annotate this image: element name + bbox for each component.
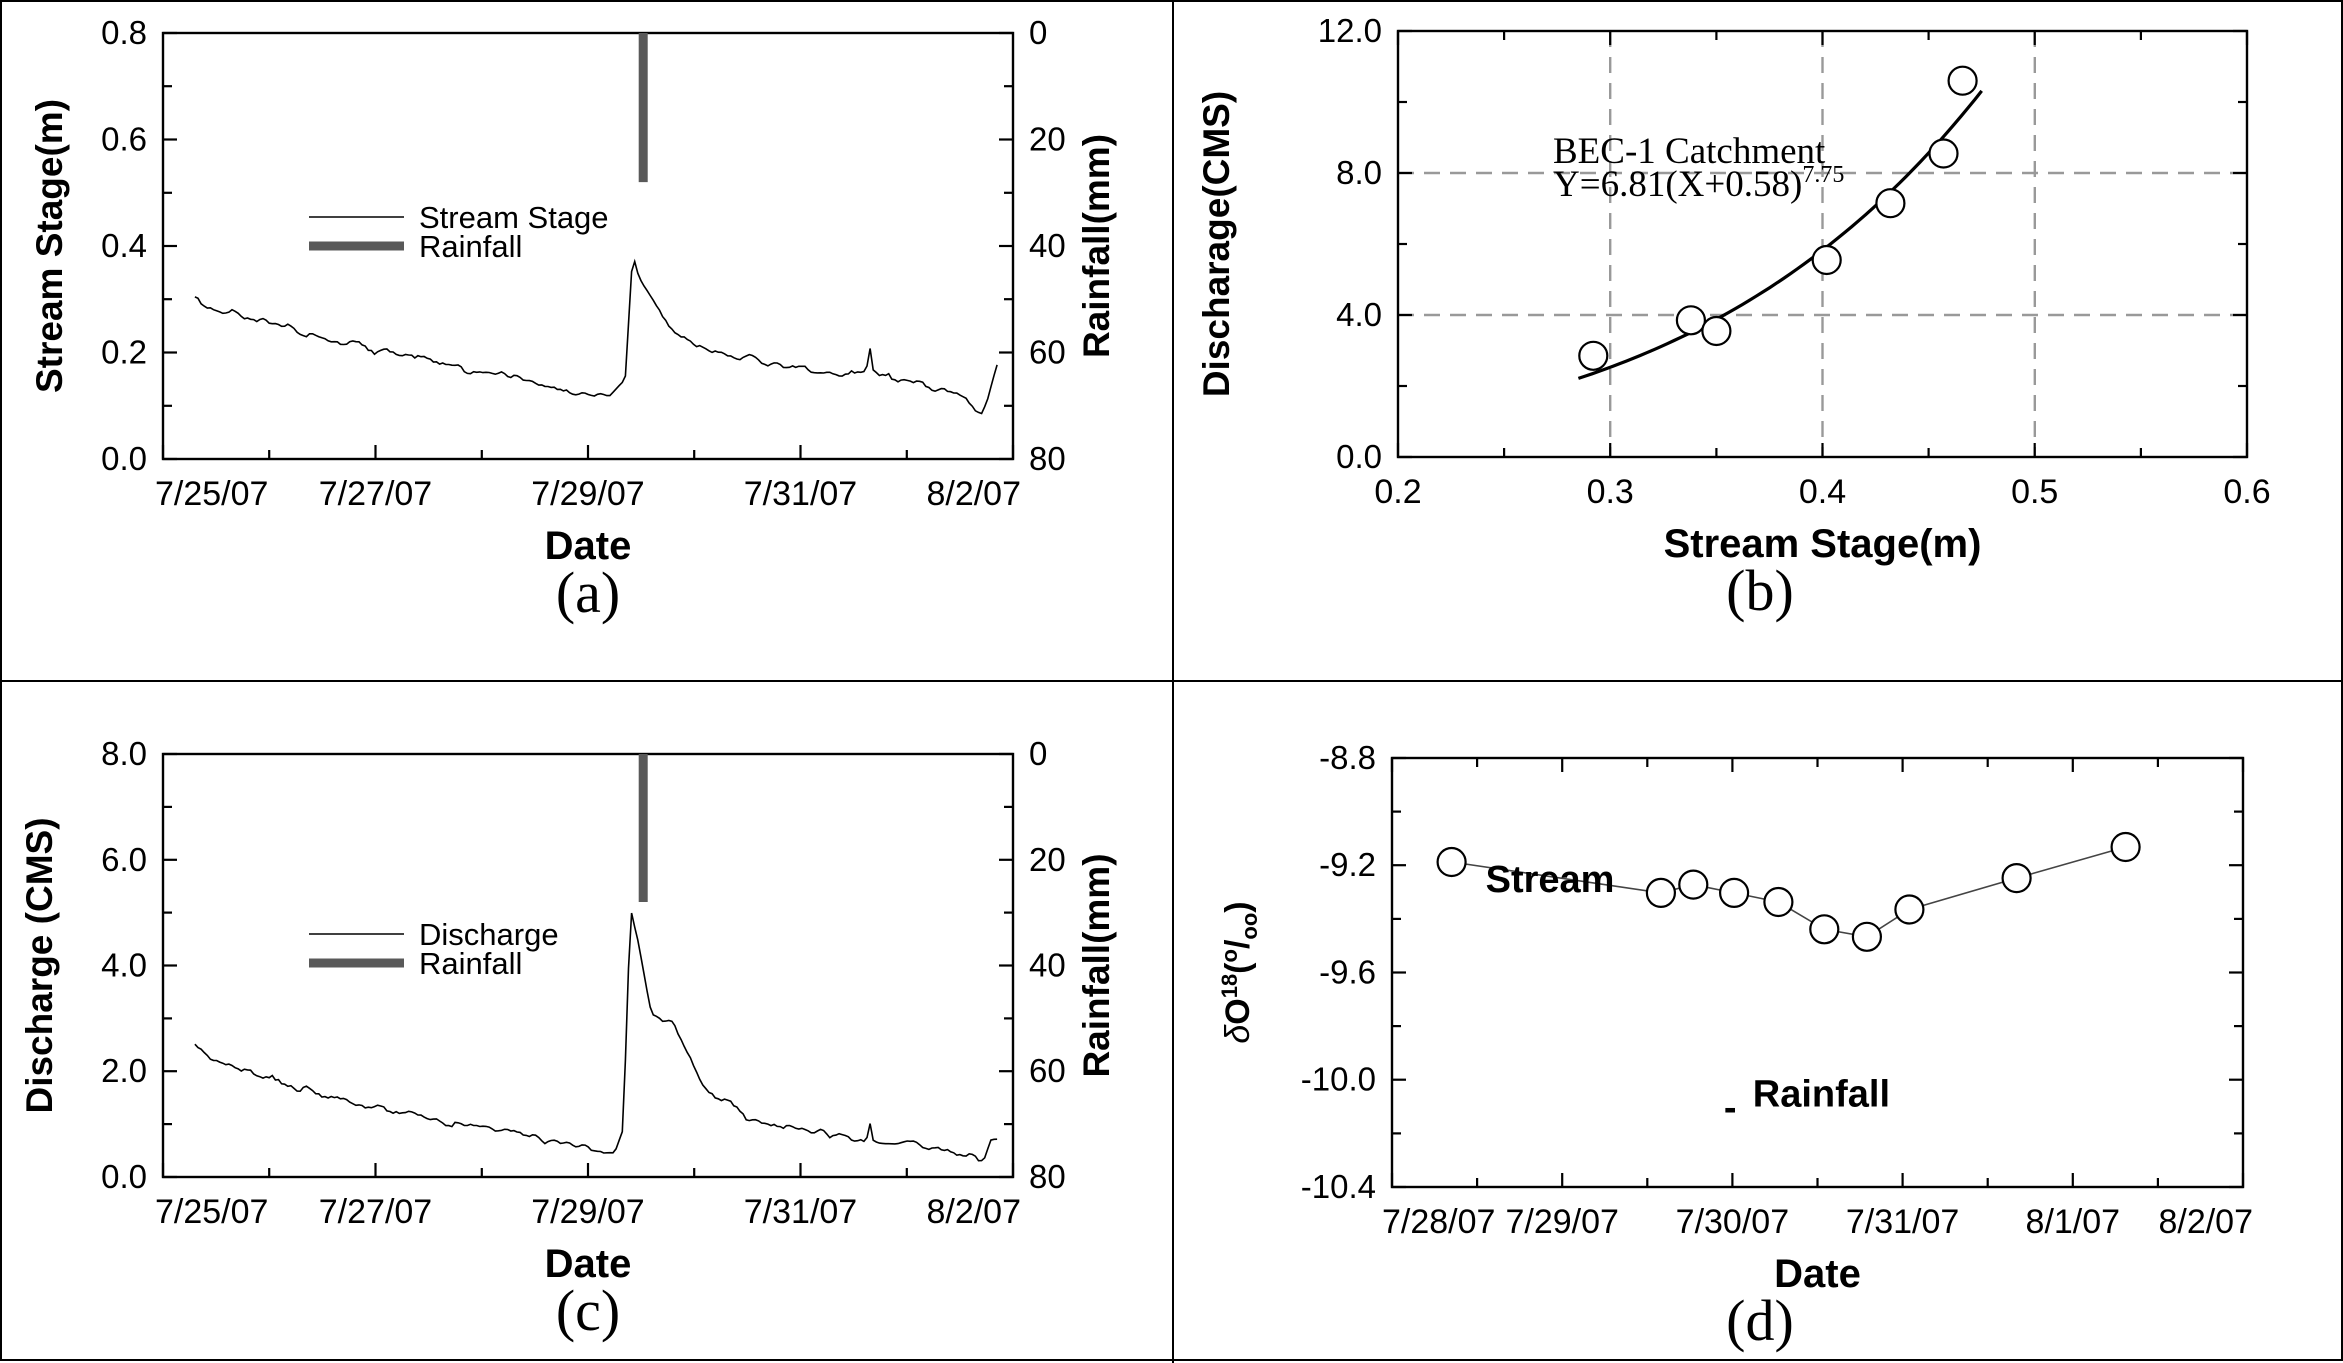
svg-text:7/25/07: 7/25/07 bbox=[155, 475, 268, 513]
svg-text:(b): (b) bbox=[1726, 558, 1794, 623]
svg-text:4.0: 4.0 bbox=[101, 947, 147, 984]
svg-text:6.0: 6.0 bbox=[101, 841, 147, 878]
svg-text:-8.8: -8.8 bbox=[1319, 739, 1376, 776]
svg-text:2.0: 2.0 bbox=[101, 1052, 147, 1089]
svg-text:(d): (d) bbox=[1726, 1288, 1794, 1353]
svg-text:0.0: 0.0 bbox=[1336, 438, 1382, 475]
svg-text:7/27/07: 7/27/07 bbox=[319, 1193, 432, 1231]
svg-text:Rainfall: Rainfall bbox=[419, 946, 522, 981]
svg-text:7/29/07: 7/29/07 bbox=[531, 475, 644, 513]
svg-text:60: 60 bbox=[1029, 334, 1066, 371]
svg-text:Rainfall(mm): Rainfall(mm) bbox=[1076, 853, 1117, 1077]
svg-text:7/31/07: 7/31/07 bbox=[744, 1193, 857, 1231]
svg-text:0.4: 0.4 bbox=[101, 227, 147, 264]
svg-text:Stream: Stream bbox=[1486, 859, 1615, 901]
svg-text:12.0: 12.0 bbox=[1318, 12, 1382, 49]
svg-text:7/31/07: 7/31/07 bbox=[1846, 1203, 1959, 1241]
svg-text:0.3: 0.3 bbox=[1587, 473, 1634, 511]
svg-text:0.8: 0.8 bbox=[101, 14, 147, 51]
svg-text:Stream Stage(m): Stream Stage(m) bbox=[29, 99, 70, 393]
svg-text:0: 0 bbox=[1029, 14, 1047, 51]
svg-text:-10.4: -10.4 bbox=[1301, 1168, 1376, 1205]
svg-text:7/29/07: 7/29/07 bbox=[531, 1193, 644, 1231]
svg-text:Rainfall(mm): Rainfall(mm) bbox=[1076, 134, 1117, 358]
svg-text:0.6: 0.6 bbox=[101, 121, 147, 158]
svg-text:(c): (c) bbox=[556, 1278, 620, 1343]
svg-text:Discharge (CMS): Discharge (CMS) bbox=[19, 817, 60, 1113]
svg-text:Stream Stage(m): Stream Stage(m) bbox=[1664, 522, 1982, 566]
svg-text:(a): (a) bbox=[556, 560, 620, 625]
svg-text:-10.0: -10.0 bbox=[1301, 1061, 1376, 1098]
svg-text:20: 20 bbox=[1029, 841, 1066, 878]
svg-text:7/28/07: 7/28/07 bbox=[1382, 1203, 1495, 1241]
svg-text:Rainfall: Rainfall bbox=[419, 229, 522, 264]
svg-text:60: 60 bbox=[1029, 1052, 1066, 1089]
svg-text:8.0: 8.0 bbox=[1336, 154, 1382, 191]
svg-text:80: 80 bbox=[1029, 1158, 1066, 1195]
svg-text:0.0: 0.0 bbox=[101, 1158, 147, 1195]
svg-text:8/2/07: 8/2/07 bbox=[926, 1193, 1021, 1231]
svg-text:7/30/07: 7/30/07 bbox=[1676, 1203, 1789, 1241]
svg-text:7/25/07: 7/25/07 bbox=[155, 1193, 268, 1231]
svg-text:Discharage(CMS): Discharage(CMS) bbox=[1196, 91, 1237, 397]
svg-text:δO18(o/oo): δO18(o/oo) bbox=[1217, 901, 1262, 1043]
svg-text:4.0: 4.0 bbox=[1336, 296, 1382, 333]
svg-text:0.6: 0.6 bbox=[2223, 473, 2270, 511]
svg-text:8.0: 8.0 bbox=[101, 735, 147, 772]
svg-text:8/2/07: 8/2/07 bbox=[2158, 1203, 2253, 1241]
svg-text:80: 80 bbox=[1029, 440, 1066, 477]
svg-text:Rainfall: Rainfall bbox=[1753, 1074, 1890, 1116]
svg-text:0.0: 0.0 bbox=[101, 440, 147, 477]
svg-text:0.2: 0.2 bbox=[101, 334, 147, 371]
svg-text:0.2: 0.2 bbox=[1374, 473, 1421, 511]
svg-text:Y=6.81(X+0.58)7.75: Y=6.81(X+0.58)7.75 bbox=[1553, 162, 1844, 205]
svg-text:0.4: 0.4 bbox=[1799, 473, 1846, 511]
svg-text:8/1/07: 8/1/07 bbox=[2026, 1203, 2121, 1241]
svg-text:0: 0 bbox=[1029, 735, 1047, 772]
svg-text:-: - bbox=[1724, 1087, 1737, 1129]
svg-text:7/27/07: 7/27/07 bbox=[319, 475, 432, 513]
svg-text:40: 40 bbox=[1029, 227, 1066, 264]
svg-text:7/29/07: 7/29/07 bbox=[1505, 1203, 1618, 1241]
svg-text:0.5: 0.5 bbox=[2011, 473, 2058, 511]
svg-text:40: 40 bbox=[1029, 947, 1066, 984]
svg-text:8/2/07: 8/2/07 bbox=[926, 475, 1021, 513]
svg-text:20: 20 bbox=[1029, 121, 1066, 158]
svg-text:-9.2: -9.2 bbox=[1319, 846, 1376, 883]
svg-text:7/31/07: 7/31/07 bbox=[744, 475, 857, 513]
svg-text:-9.6: -9.6 bbox=[1319, 954, 1376, 991]
